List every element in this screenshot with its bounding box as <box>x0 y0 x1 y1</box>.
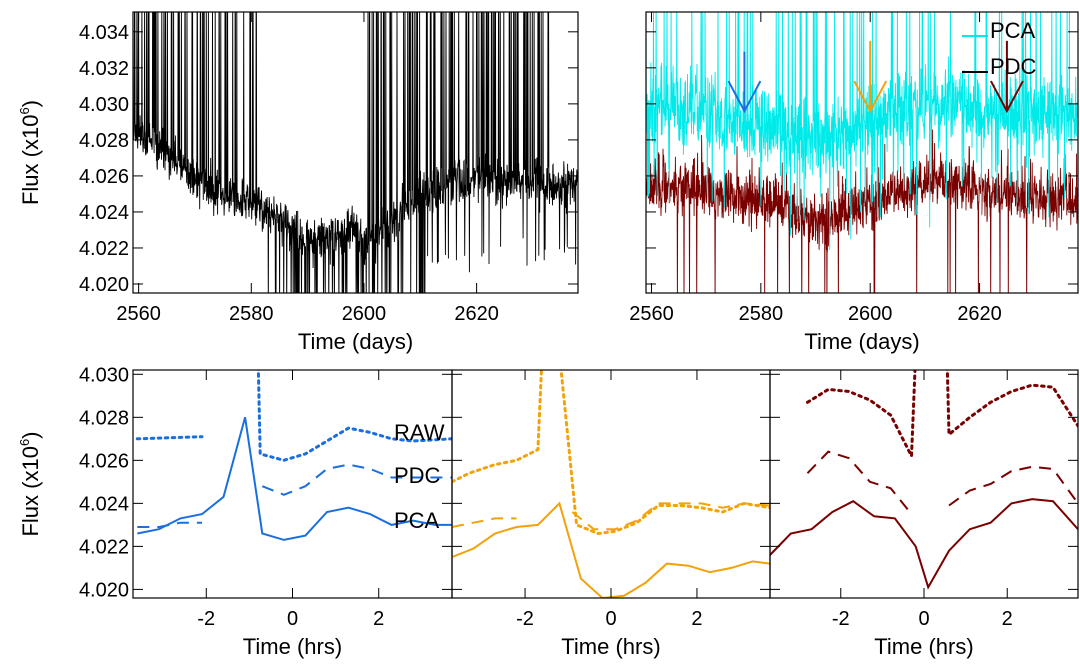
event_3-x-tick-label: 2 <box>1002 608 1013 630</box>
pdc-flux-series <box>646 129 1078 293</box>
detrended-x-axis-label: Time (days) <box>804 329 919 354</box>
raw-y-tick-label: 4.022 <box>79 238 129 260</box>
detrended-x-tick-label: 2580 <box>739 303 784 325</box>
event_2-x-tick-label: 2 <box>691 608 702 630</box>
event_2-raw-series-segment <box>559 370 770 536</box>
event_1-y-tick-label: 4.024 <box>79 493 129 515</box>
event_2-pca-series-segment <box>452 501 770 598</box>
event_3-pca-series-segment <box>770 498 1078 590</box>
event_3-raw-series-segment <box>806 370 917 462</box>
raw-x-tick-label: 2620 <box>454 303 499 325</box>
event-arrow-2-head <box>853 80 888 114</box>
event_1-y-axis-label: Flux (x106) <box>17 431 43 536</box>
legend-label-pdc: PDC <box>990 54 1037 79</box>
event_3-pdc-series-segment <box>948 465 1078 507</box>
pca-flux-series <box>646 12 1078 250</box>
event_3-x-axis-label: Time (hrs) <box>874 634 973 659</box>
event_2-x-tick-label: 0 <box>605 608 616 630</box>
event_2-raw-series-segment <box>452 370 543 484</box>
raw-y-axis-label: Flux (x106) <box>17 100 43 205</box>
event-arrow-1-head <box>727 80 762 114</box>
detrended-x-tick-label: 2620 <box>957 303 1002 325</box>
raw-y-tick-label: 4.028 <box>79 130 129 152</box>
raw-y-tick-label: 4.024 <box>79 202 129 224</box>
event_1-pdc-series-segment <box>137 521 202 528</box>
raw-y-tick-label: 4.030 <box>79 94 129 116</box>
raw-x-tick-label: 2580 <box>229 303 274 325</box>
event_2-pdc-series-segment <box>452 517 517 528</box>
legend-label-pca: PCA <box>990 18 1036 43</box>
event_1-y-tick-label: 4.022 <box>79 536 129 558</box>
event_3-frame <box>769 369 1079 599</box>
event-3-panel: -2 0 2 Time (hrs) <box>769 369 1079 659</box>
raw-panel-frame <box>132 11 579 294</box>
raw-lightcurve-panel: 2560 2580 2600 2620 4.020 4.022 4.024 4.026 4.02… <box>17 11 579 354</box>
ylabel-text: Flux (x10 <box>18 446 43 536</box>
raw-y-tick-label: 4.020 <box>79 274 129 296</box>
event_2-x-tick-label: -2 <box>516 608 534 630</box>
event_3-raw-series-segment <box>945 370 1078 438</box>
event_1-y-tick-label: 4.030 <box>79 364 129 386</box>
event_1-x-tick-label: 2 <box>373 608 384 630</box>
series-label-pdc: PDC <box>394 463 441 488</box>
detrended-lightcurves-panel: 2560 2580 2600 2620 Time (days) PCA PDC <box>629 11 1079 354</box>
event_1-x-axis-label: Time (hrs) <box>243 634 342 659</box>
event_1-raw-series-segment <box>135 435 204 441</box>
raw-x-tick-label: 2560 <box>116 303 161 325</box>
event_2-frame <box>451 369 771 599</box>
event_3-x-tick-label: 0 <box>918 608 929 630</box>
event_1-pca-series-segment <box>137 417 452 541</box>
raw-x-axis-label: Time (days) <box>298 329 413 354</box>
ylabel-close: ) <box>18 431 43 438</box>
event_3-pdc-series-segment <box>806 450 913 515</box>
event_1-y-tick-label: 4.028 <box>79 407 129 429</box>
event_2-pdc-series-segment <box>571 502 770 531</box>
event_1-raw-series-segment <box>256 370 452 462</box>
event-2-panel: -2 0 2 Time (hrs) <box>451 369 771 659</box>
event_1-x-tick-label: -2 <box>197 608 215 630</box>
event-arrow-3-head <box>990 80 1024 114</box>
raw-y-tick-label: 4.026 <box>79 166 129 188</box>
raw-y-tick-label: 4.032 <box>79 58 129 80</box>
ylabel-superscript: 6 <box>17 439 32 446</box>
raw-flux-series <box>133 12 578 293</box>
series-label-pca: PCA <box>394 508 440 533</box>
event_1-y-tick-label: 4.020 <box>79 579 129 601</box>
event_1-pdc-series-segment <box>261 463 452 496</box>
ylabel-text: Flux (x10 <box>18 115 43 205</box>
raw-y-tick-label: 4.034 <box>79 22 129 44</box>
event-1-panel: -2 0 2 4.020 4.022 4.024 4.026 4.028 4.030 Time (… <box>17 364 453 659</box>
ylabel-superscript: 6 <box>17 107 32 114</box>
event_2-x-axis-label: Time (hrs) <box>561 634 660 659</box>
detrended-x-tick-label: 2600 <box>848 303 893 325</box>
detrended-x-tick-label: 2560 <box>629 303 674 325</box>
raw-x-tick-label: 2600 <box>342 303 387 325</box>
detrended-panel-frame <box>645 11 1079 294</box>
event_1-x-tick-label: 0 <box>287 608 298 630</box>
event_3-x-tick-label: -2 <box>832 608 850 630</box>
event_1-y-tick-label: 4.026 <box>79 450 129 472</box>
ylabel-close: ) <box>18 100 43 107</box>
series-label-raw: RAW <box>394 420 445 445</box>
